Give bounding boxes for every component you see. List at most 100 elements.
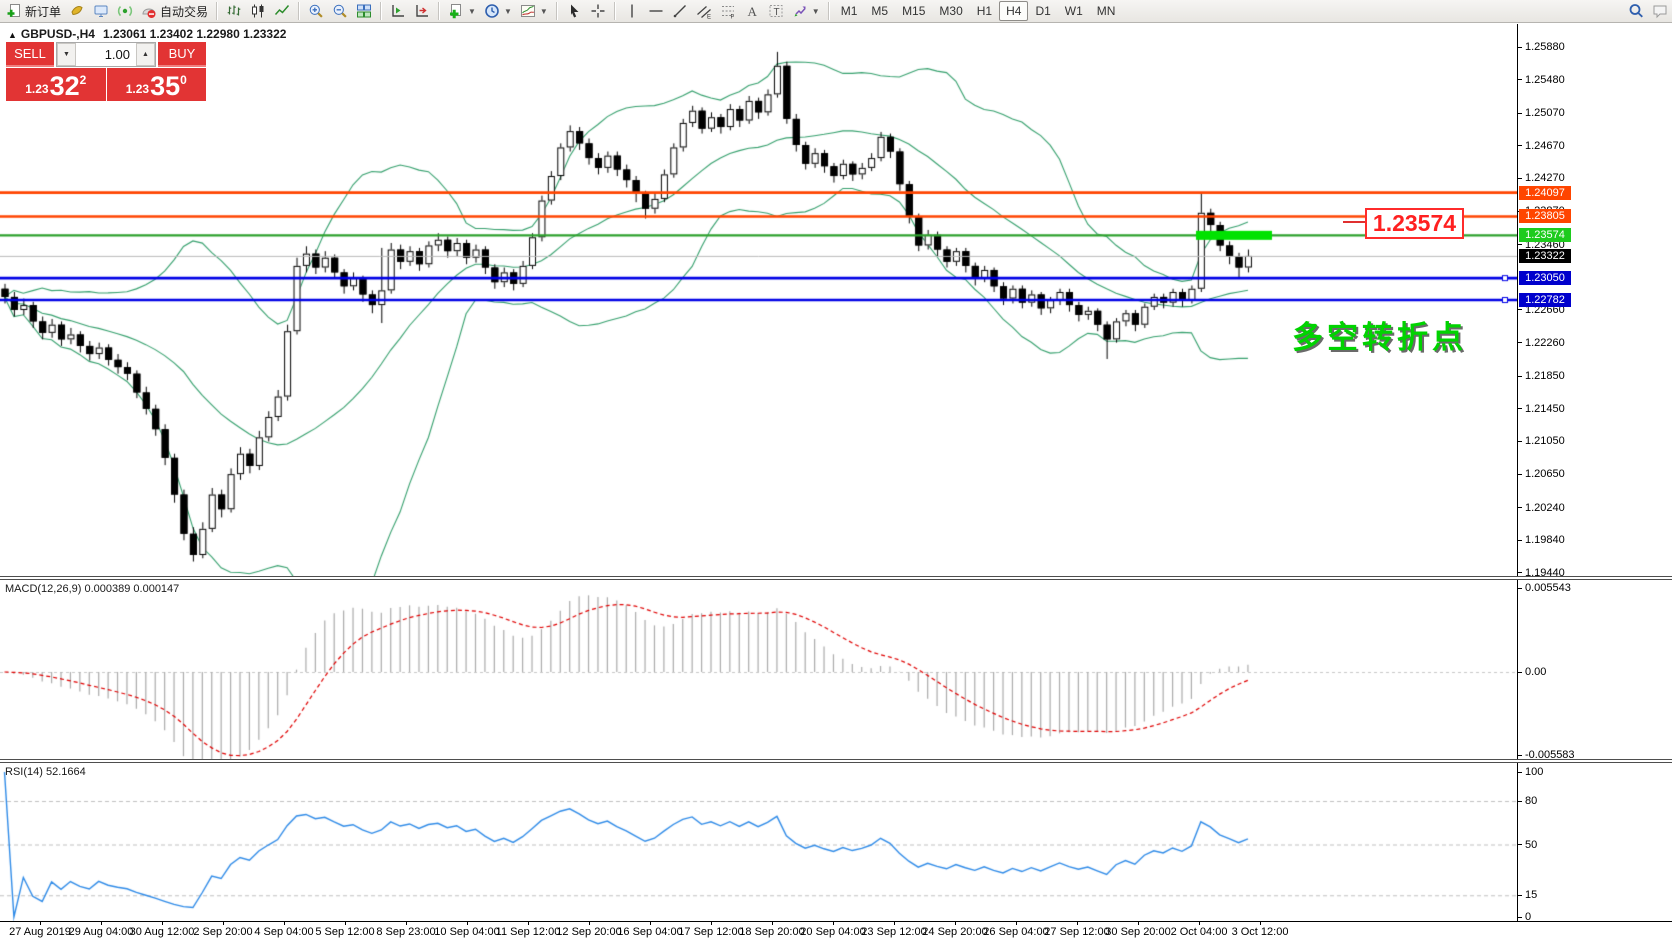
- price-level-tag: 1.22782: [1519, 293, 1571, 307]
- date-label: 11 Sep 12:00: [495, 926, 561, 938]
- price-tick: 1.25880: [1518, 41, 1565, 53]
- date-tick: [162, 921, 163, 925]
- timeframe-m30-button[interactable]: M30: [939, 4, 963, 18]
- symbol-name: GBPUSD-,H4: [20, 27, 95, 41]
- date-tick: [1260, 921, 1261, 925]
- crosshair-icon: [591, 4, 605, 18]
- price-tick: 1.19840: [1518, 534, 1565, 546]
- date-label: 2 Oct 04:00: [1170, 926, 1228, 938]
- timeframe-m15-button[interactable]: M15: [902, 4, 926, 18]
- pointer-tool-button[interactable]: [65, 0, 89, 22]
- chart-plus-icon: [450, 4, 462, 19]
- arrows-button[interactable]: ▼: [788, 0, 824, 22]
- date-label: 27 Sep 12:00: [1044, 926, 1110, 938]
- date-label: 12 Sep 20:00: [556, 926, 622, 938]
- timeframe-m5-button[interactable]: M5: [871, 4, 889, 18]
- buy-price-display[interactable]: 1.23 35 0: [106, 68, 206, 101]
- timeframe-d1-button[interactable]: D1: [1035, 4, 1051, 18]
- chat-button[interactable]: [1648, 0, 1672, 22]
- autotrade-icon: [142, 8, 156, 18]
- templates-button[interactable]: ▼: [516, 0, 552, 22]
- date-tick: [406, 921, 407, 925]
- collapse-triangle-icon[interactable]: ▲: [8, 30, 17, 40]
- fibonacci-button[interactable]: F: [716, 0, 740, 22]
- cursor-button[interactable]: [562, 0, 586, 22]
- zoom-in-button[interactable]: [304, 0, 328, 22]
- timeframe-w1-button[interactable]: W1: [1064, 4, 1083, 18]
- signals-button[interactable]: [113, 0, 137, 22]
- time-axis-line: [0, 921, 1672, 922]
- price-tick: 1.21050: [1518, 435, 1565, 447]
- date-label: 2 Sep 20:00: [193, 926, 253, 938]
- vertical-line-button[interactable]: [620, 0, 644, 22]
- auto-scroll-button[interactable]: [386, 0, 410, 22]
- volume-decrease-button[interactable]: ▼: [57, 43, 76, 66]
- dropdown-caret-icon[interactable]: ▼: [468, 6, 476, 16]
- date-label: 5 Sep 12:00: [315, 926, 375, 938]
- tile-windows-button[interactable]: [352, 0, 376, 22]
- toolbar-separator: [298, 2, 301, 20]
- text-button[interactable]: A: [740, 0, 764, 22]
- date-tick: [650, 921, 651, 925]
- volume-stepper: ▼ 1.00 ▲: [56, 42, 156, 67]
- volume-input[interactable]: 1.00: [104, 47, 130, 62]
- hline-icon: [649, 10, 663, 12]
- sell-price-pip: 2: [79, 73, 87, 87]
- rsi-panel-separator[interactable]: [0, 759, 1672, 763]
- dropdown-caret-icon[interactable]: ▼: [811, 6, 820, 16]
- price-tick: 1.24670: [1518, 140, 1565, 152]
- date-label: 29 Aug 04:00: [68, 926, 134, 938]
- rsi-axis-tick: 0: [1518, 911, 1531, 923]
- svg-text:E: E: [707, 15, 711, 20]
- macd-panel-canvas[interactable]: [0, 580, 1517, 759]
- new-order-button[interactable]: 新订单: [2, 0, 65, 22]
- dropdown-caret-icon[interactable]: ▼: [539, 6, 548, 16]
- date-label: 27 Aug 2019: [9, 926, 71, 938]
- sell-price-main: 32: [49, 71, 80, 101]
- timeframe-h1-button[interactable]: H1: [976, 4, 993, 18]
- trendline-button[interactable]: [668, 0, 692, 22]
- price-tick: 1.21850: [1518, 370, 1565, 382]
- svg-text:T: T: [773, 7, 779, 18]
- timeframe-h4-button[interactable]: H4: [999, 1, 1029, 21]
- rsi-axis-tick: 80: [1518, 795, 1537, 807]
- date-label: 18 Sep 20:00: [739, 926, 805, 938]
- zoom-out-button[interactable]: [328, 0, 352, 22]
- rsi-indicator-label: RSI(14) 52.1664: [5, 766, 86, 778]
- buy-button[interactable]: BUY: [158, 42, 206, 67]
- search-button[interactable]: [1624, 0, 1648, 22]
- price-axis-line: [1517, 24, 1518, 921]
- svg-text:A: A: [747, 4, 757, 19]
- sell-button[interactable]: SELL: [6, 42, 54, 67]
- new-chart-button[interactable]: ▼: [444, 0, 480, 22]
- rsi-axis-tick: 50: [1518, 839, 1537, 851]
- equidistant-channel-button[interactable]: E: [692, 0, 716, 22]
- autotrade-button[interactable]: 自动交易: [137, 0, 212, 22]
- volume-increase-button[interactable]: ▲: [136, 43, 155, 66]
- line-icon: [274, 5, 290, 15]
- ea-monitor-icon: [94, 5, 108, 17]
- price-chart-canvas[interactable]: [0, 24, 1517, 577]
- dropdown-caret-icon[interactable]: ▼: [503, 6, 512, 16]
- expert-advisors-button[interactable]: [89, 0, 113, 22]
- price-tick: 1.21450: [1518, 403, 1565, 415]
- price-callout-box[interactable]: 1.23574: [1365, 208, 1464, 239]
- timeframe-m1-button[interactable]: M1: [840, 4, 858, 18]
- horizontal-line-button[interactable]: [644, 0, 668, 22]
- rsi-panel-canvas[interactable]: [0, 763, 1517, 921]
- macd-panel-separator[interactable]: [0, 576, 1672, 580]
- date-tick: [1138, 921, 1139, 925]
- sell-price-display[interactable]: 1.23 32 2: [6, 68, 106, 101]
- line-chart-button[interactable]: [270, 0, 294, 22]
- candlestick-chart-button[interactable]: [246, 0, 270, 22]
- date-label: 20 Sep 04:00: [800, 926, 866, 938]
- vline-icon: [631, 4, 633, 18]
- toolbar-separator: [555, 2, 558, 20]
- profiles-button[interactable]: ▼: [480, 0, 516, 22]
- text-label-button[interactable]: T: [764, 0, 788, 22]
- date-tick: [589, 921, 590, 925]
- bar-chart-button[interactable]: [222, 0, 246, 22]
- chart-shift-button[interactable]: [410, 0, 434, 22]
- crosshair-button[interactable]: [586, 0, 610, 22]
- timeframe-mn-button[interactable]: MN: [1096, 4, 1116, 18]
